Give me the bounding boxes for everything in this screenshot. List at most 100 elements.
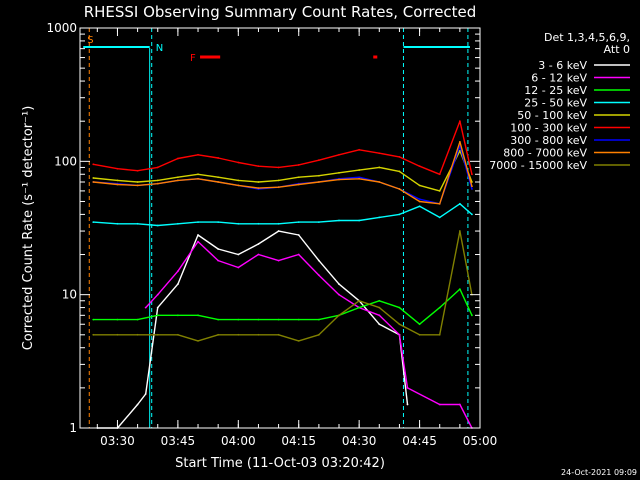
y-tick-label: 1000 — [46, 21, 77, 35]
series-5-point — [398, 155, 401, 158]
legend-label: 25 - 50 keV — [524, 97, 587, 110]
series-4-point — [297, 176, 300, 179]
series-4-point — [136, 181, 139, 183]
series-2-point — [237, 318, 240, 321]
y-axis-label: Corrected Count Rate (s⁻¹ detector⁻¹) — [21, 106, 36, 351]
series-4-point — [156, 179, 159, 182]
series-0-point — [277, 230, 280, 232]
legend-label: 100 - 300 keV — [510, 122, 587, 135]
series-8-point — [217, 333, 220, 336]
y-tick-label: 100 — [54, 154, 77, 168]
x-tick-label: 03:30 — [100, 434, 135, 448]
series-7-point — [378, 181, 381, 183]
series-7-point — [317, 181, 320, 183]
series-4-point — [458, 149, 461, 152]
series-7-point — [197, 177, 199, 180]
series-3-point — [418, 205, 421, 208]
series-6-point — [418, 198, 421, 201]
series-4-point — [92, 177, 95, 179]
series-4-point — [176, 176, 179, 179]
series-3-point — [471, 213, 473, 216]
series-2-point — [136, 318, 139, 321]
series-7-point — [418, 200, 421, 203]
series-5-point — [176, 157, 179, 160]
series-3-point — [197, 221, 199, 224]
series-0-point — [144, 393, 147, 395]
series-7-point — [156, 182, 159, 185]
series-8-point — [156, 333, 159, 336]
series-5-point — [317, 159, 320, 162]
y-axis-ticks: 1 10 100 1000 — [46, 21, 480, 435]
series-7-point — [136, 184, 139, 187]
series-2-point — [471, 314, 473, 317]
series-line-3 — [93, 203, 473, 227]
legend-label: 3 - 6 keV — [538, 59, 587, 72]
series-3-point — [257, 222, 260, 225]
series-1-point — [406, 386, 409, 389]
series-1-point — [438, 403, 441, 406]
series-8-point — [317, 333, 320, 336]
series-2-point — [358, 306, 361, 309]
series-5-point — [257, 165, 260, 168]
legend-label: 800 - 7000 keV — [503, 147, 587, 160]
series-1-point — [398, 333, 401, 336]
series-0-point — [406, 403, 409, 406]
series-3-point — [277, 222, 280, 225]
series-3-point — [136, 222, 139, 225]
series-line-5 — [93, 120, 473, 176]
series-0-point — [176, 283, 179, 286]
series-8-point — [458, 230, 461, 232]
series-1-point — [317, 274, 320, 277]
series-2-point — [116, 318, 119, 321]
series-1-point — [257, 253, 260, 256]
y-tick-label: 1 — [69, 421, 77, 435]
series-3-point — [237, 222, 240, 225]
series-5-point — [418, 165, 421, 168]
series-7-point — [237, 184, 240, 187]
series-2-point — [277, 318, 280, 321]
series-4-point — [277, 179, 280, 182]
series-0-point — [338, 283, 340, 286]
series-3-point — [458, 202, 461, 205]
series-8-point — [237, 333, 240, 336]
x-tick-label: 05:00 — [463, 434, 498, 448]
series-4-point — [438, 190, 441, 192]
series-8-point — [358, 299, 361, 302]
x-tick-label: 03:45 — [161, 434, 196, 448]
plot-layer: S N F — [83, 28, 473, 429]
series-7-point — [257, 187, 260, 189]
legend-header-line-2: Att 0 — [604, 43, 630, 56]
series-8-point — [297, 340, 300, 342]
series-5-point — [458, 120, 461, 123]
series-line-7 — [93, 141, 473, 205]
series-line-8 — [93, 230, 473, 342]
series-7-point — [338, 178, 340, 181]
series-5-point — [358, 148, 361, 151]
series-2-point — [217, 318, 220, 321]
series-6-point — [358, 176, 361, 179]
series-4-point — [237, 179, 240, 182]
series-4-point — [217, 176, 220, 179]
series-5-point — [116, 167, 119, 170]
series-7-point — [116, 183, 119, 186]
annotation-s: S — [87, 35, 93, 46]
x-tick-label: 04:30 — [342, 434, 377, 448]
series-4-point — [378, 166, 381, 169]
series-2-point — [197, 314, 199, 317]
series-5-point — [471, 173, 473, 176]
series-3-point — [92, 221, 95, 224]
legend-label: 50 - 100 keV — [517, 109, 587, 122]
series-8-point — [176, 333, 179, 336]
series-1-point — [237, 266, 240, 269]
series-7-point — [358, 177, 361, 180]
series-0-point — [317, 259, 320, 262]
series-8-point — [116, 333, 119, 336]
series-3-point — [358, 219, 361, 222]
series-2-point — [317, 318, 320, 321]
series-1-point — [217, 259, 220, 262]
series-1-point — [176, 270, 179, 273]
series-3-point — [438, 216, 441, 219]
